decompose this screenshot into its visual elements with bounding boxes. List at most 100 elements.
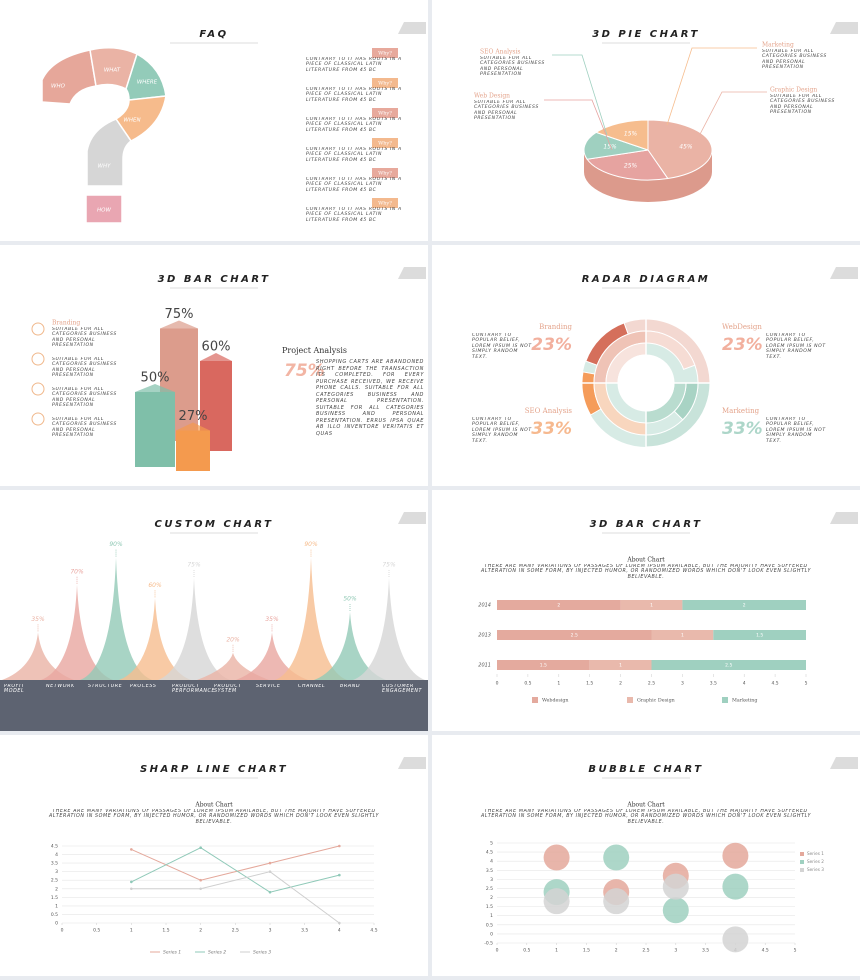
slide-badge	[830, 512, 858, 524]
text-block: CONTRARY TO POPULAR BELIEF, LOREM IPSUM …	[472, 417, 531, 444]
peak-label: 60%	[148, 582, 162, 589]
x-tick-label: 2.5	[648, 681, 655, 687]
peak	[314, 612, 386, 680]
bar	[176, 430, 210, 471]
slide: CUSTOM CHART 35% 70% 90% 60% 75% 20% 35% 90% 50% 7…	[0, 490, 428, 731]
text-block: SERVICE	[256, 684, 280, 689]
label-name: Graphic Design	[770, 87, 817, 94]
analysis-title: Project Analysis	[282, 346, 347, 355]
peak-label: 90%	[304, 541, 318, 548]
segment-label: 1.5	[756, 633, 763, 639]
list-name: Branding	[52, 320, 80, 327]
paragraph: CONTRARY TO IT HAS ROOTS IN A PIECE OF C…	[306, 87, 402, 103]
x-tick-label: 3.5	[301, 928, 308, 934]
item-figure: 33%	[722, 419, 763, 439]
x-tick-label: 2.5	[642, 948, 649, 954]
line-marker	[338, 921, 341, 925]
slide-title: 3D PIE CHART	[592, 29, 700, 40]
x-tick-label: 0.5	[523, 948, 530, 954]
paragraph: THERE ARE MANY VARIATIONS OF PASSAGES OF…	[481, 564, 811, 580]
text-block: CONTRARY TO POPULAR BELIEF, LOREM IPSUM …	[766, 417, 825, 444]
y-tick-label: 2013	[478, 633, 491, 639]
text-block: BRAND	[340, 684, 361, 689]
line-marker	[338, 844, 341, 848]
y-tick-label: 2.5	[51, 878, 58, 884]
paragraph: SUITABLE FOR ALL CATEGORIES BUSINESS AND…	[770, 94, 835, 116]
bubble	[722, 842, 749, 869]
paragraph: PRODUCT PERFORMANCE	[172, 684, 214, 695]
slide: 3D BAR CHART75%60%50%27%BrandingSUITABLE…	[0, 245, 428, 486]
paragraph: STRUCTURE	[88, 684, 123, 689]
x-tick-label: 0	[496, 681, 499, 687]
x-tick-label: 0.5	[524, 681, 531, 687]
x-tick-label: 0.5	[93, 928, 100, 934]
puzzle-label: WHY	[98, 164, 112, 170]
bar-segment	[651, 630, 714, 640]
item-figure: 33%	[531, 419, 572, 439]
paragraph: SUITABLE FOR ALL CATEGORIES BUSINESS AND…	[52, 387, 117, 409]
chart-title: About Chart	[626, 557, 665, 564]
y-tick-label: 1.5	[486, 904, 493, 910]
bar-segment	[589, 660, 652, 670]
segment-label: 2	[743, 603, 746, 609]
slide-title: 3D BAR CHART	[158, 274, 271, 285]
text-block: SUITABLE FOR ALL CATEGORIES BUSINESS AND…	[52, 327, 116, 348]
y-tick-label: 3.5	[486, 868, 493, 874]
text-block: PROFIT MODEL	[4, 684, 25, 695]
x-tick-label: 0	[496, 948, 499, 954]
slice-label: 15%	[603, 144, 617, 151]
peak-label: 75%	[187, 562, 201, 569]
paragraph: PROCESS	[130, 684, 157, 689]
faq-tag-label: Why?	[378, 141, 392, 147]
peak	[275, 557, 347, 680]
puzzle-label: HOW	[97, 208, 111, 214]
text-block: PRODUCT PERFORMANCE	[172, 684, 214, 695]
bar-segment	[497, 600, 621, 610]
ring-segment	[645, 330, 696, 370]
bubble	[543, 888, 570, 915]
puzzle-label: WHO	[51, 84, 66, 90]
text-block: SHOPPING CARTS ARE ABANDONED RIGHT BEFOR…	[316, 359, 423, 437]
line-marker	[338, 873, 341, 877]
slide-badge	[398, 267, 426, 279]
y-tick-label: 2	[55, 886, 58, 892]
peak	[119, 598, 191, 680]
analysis-figure: 75%	[284, 361, 325, 381]
chart-title: About Chart	[626, 802, 665, 809]
text-block: PRODUCT SYSTEM	[214, 684, 241, 694]
item-name: SEO Analysis	[525, 407, 573, 415]
paragraph: SUITABLE FOR ALL CATEGORIES BUSINESS AND…	[474, 100, 539, 122]
label-name: Web Design	[474, 93, 510, 100]
bubble	[603, 844, 630, 871]
x-tick-label: 5	[794, 948, 797, 954]
slide-badge	[830, 22, 858, 34]
text-block: CONTRARY TO IT HAS ROOTS IN A PIECE OF C…	[306, 117, 401, 133]
faq-tag-label: Why?	[378, 81, 392, 87]
segment-label: 2	[557, 603, 560, 609]
y-tick-label: 3.5	[51, 861, 58, 867]
paragraph: PROFIT MODEL	[4, 684, 25, 695]
slide-badge	[398, 22, 426, 34]
segment-label: 1	[650, 603, 653, 609]
bubble	[662, 897, 689, 924]
paragraph: THERE ARE MANY VARIATIONS OF PASSAGES OF…	[49, 809, 379, 825]
x-tick-label: 4	[338, 928, 341, 934]
segment-label: 1	[681, 633, 684, 639]
y-tick-label: 2.5	[486, 886, 493, 892]
leader-line	[552, 54, 608, 136]
peak-label: 75%	[382, 562, 396, 569]
slide-title: RADAR DIAGRAM	[582, 274, 711, 285]
y-tick-label: 3	[55, 869, 58, 875]
legend-swatch	[800, 868, 804, 872]
text-block: SUITABLE FOR ALL CATEGORIES BUSINESS AND…	[52, 387, 117, 409]
x-tick-label: 4.5	[772, 681, 779, 687]
slide-background	[0, 0, 428, 241]
slice-label: 25%	[624, 163, 638, 170]
legend-label: Webdesign	[542, 698, 569, 704]
item-figure: 23%	[531, 335, 572, 355]
pie-slice	[647, 119, 713, 180]
puzzle-label: WHERE	[137, 80, 158, 86]
bubble	[662, 873, 689, 900]
slide-background	[0, 735, 428, 976]
paragraph: BRAND	[340, 684, 361, 689]
